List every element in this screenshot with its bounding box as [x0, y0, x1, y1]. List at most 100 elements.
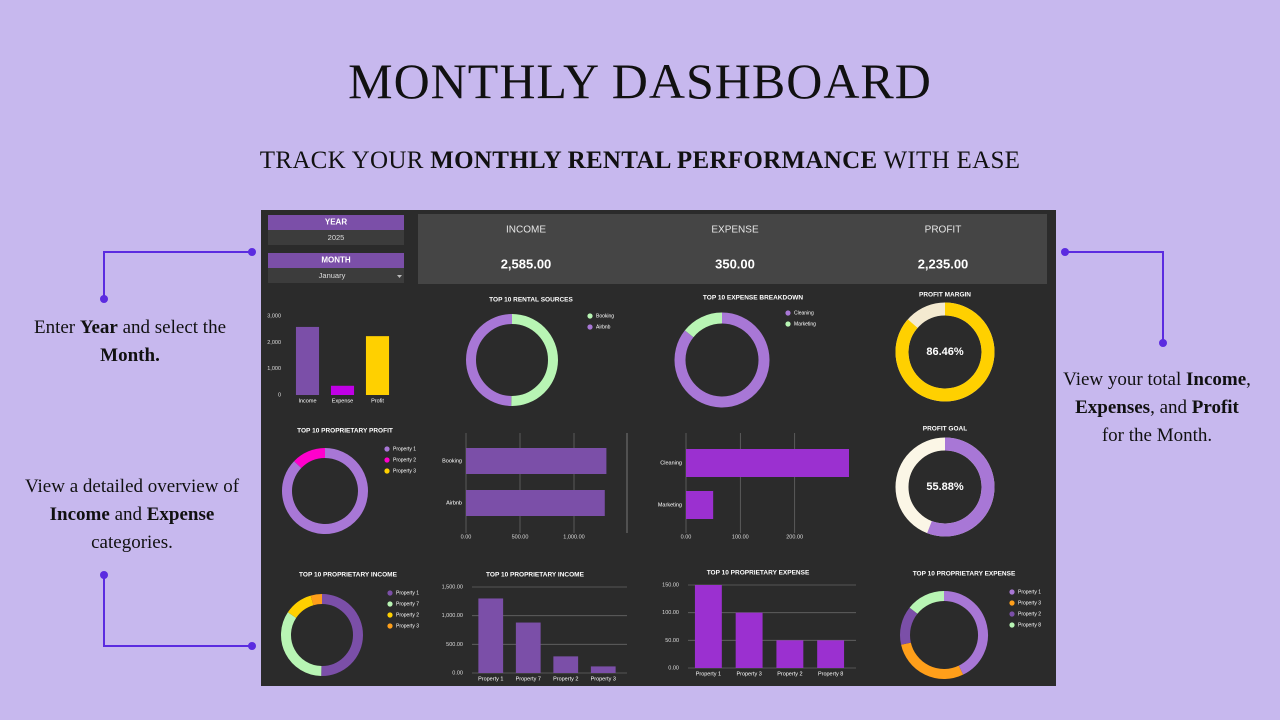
bar	[466, 490, 605, 516]
connector	[103, 251, 252, 299]
legend-swatch	[1009, 600, 1015, 606]
legend-label: Property 3	[1018, 600, 1041, 606]
month-label: MONTH	[321, 256, 351, 265]
gauge-arc	[895, 302, 995, 402]
callout-text: categories.	[91, 532, 173, 553]
callout-emphasis: Expense	[146, 504, 215, 525]
donut-segment	[281, 612, 322, 676]
page-title: MONTHLY DASHBOARD	[348, 53, 932, 109]
callout-totals: View your total Income, Expenses, and Pr…	[1062, 366, 1252, 450]
x-tick-label: Property 2	[777, 671, 802, 677]
kpi-label: INCOME	[506, 225, 546, 236]
gauge-label: 55.88%	[926, 481, 964, 493]
legend-swatch	[587, 324, 593, 330]
donut-segment	[321, 594, 363, 676]
legend-label: Property 2	[396, 612, 419, 618]
kpi-value: 2,585.00	[501, 256, 552, 271]
donut-segment	[287, 595, 314, 619]
legend-swatch	[1009, 611, 1015, 617]
chart-title: TOP 10 RENTAL SOURCES	[489, 297, 573, 304]
callout-emphasis: Profit	[1191, 397, 1239, 418]
x-tick-label: Expense	[332, 398, 353, 404]
donut-segment	[511, 314, 558, 406]
bar	[295, 326, 320, 395]
callout-text: and	[109, 504, 147, 525]
legend-swatch	[384, 446, 390, 452]
donut-segment	[310, 594, 323, 606]
y-tick-label: 150.00	[662, 582, 679, 588]
gauge-arc	[927, 437, 995, 537]
legend-swatch	[387, 612, 393, 618]
bar	[553, 656, 579, 673]
dropdown-arrow	[397, 275, 402, 278]
subtitle-part: WITH EASE	[877, 147, 1021, 174]
legend-swatch	[1009, 589, 1015, 595]
chart-title: PROFIT MARGIN	[919, 292, 971, 299]
x-tick-label: Property 1	[696, 671, 721, 677]
donut-segment	[294, 448, 326, 469]
chart-title: TOP 10 PROPRIETARY EXPENSE	[913, 571, 1016, 578]
callout-emphasis: Income	[1185, 369, 1247, 390]
y-tick-label: 1,000	[267, 366, 281, 372]
callout-text: ,	[1246, 369, 1251, 390]
y-tick-label: 0.00	[668, 665, 679, 671]
bar	[330, 385, 355, 395]
chart-title: TOP 10 PROPRIETARY INCOME	[486, 572, 585, 579]
kpi-label: EXPENSE	[711, 225, 759, 236]
bar	[694, 585, 722, 668]
dot	[1159, 339, 1167, 347]
callout-text: for the Month.	[1101, 425, 1213, 446]
y-tick-label: 0.00	[452, 670, 463, 676]
x-tick-label: Property 7	[516, 676, 541, 682]
x-tick-label: 0.00	[681, 534, 692, 540]
x-tick-label: Property 3	[591, 676, 616, 682]
legend-swatch	[384, 457, 390, 463]
legend-label: Marketing	[794, 321, 816, 327]
callout-emphasis: Expenses	[1075, 397, 1151, 418]
donut-segment	[282, 448, 368, 534]
y-tick-label: 0	[278, 392, 281, 398]
dot	[1061, 248, 1069, 256]
kpi-panel	[418, 214, 1047, 284]
dot	[100, 295, 108, 303]
connector	[1065, 251, 1164, 343]
y-tick-label: 100.00	[662, 610, 679, 616]
year-value: 2025	[328, 233, 345, 242]
page-subtitle: TRACK YOUR MONTHLY RENTAL PERFORMANCE WI…	[0, 147, 1280, 175]
dot	[248, 248, 256, 256]
callout-text: and select the	[117, 317, 227, 338]
x-tick-label: 1,000.00	[563, 534, 584, 540]
connector-lines	[103, 251, 1164, 647]
month-value: January	[319, 271, 346, 280]
legend-swatch	[785, 321, 791, 327]
y-tick-label: Airbnb	[446, 500, 462, 506]
y-tick-label: Cleaning	[660, 460, 682, 466]
donut-segment	[466, 314, 513, 406]
legend-label: Property 3	[396, 623, 419, 629]
month-header	[268, 253, 404, 268]
kpi-label: PROFIT	[925, 225, 962, 236]
legend-label: Property 8	[1018, 622, 1041, 628]
callout-text: View your total	[1063, 369, 1186, 390]
x-tick-label: Property 8	[818, 671, 843, 677]
callout-controls: Enter Year and select the Month.	[25, 314, 235, 370]
donut-segment	[684, 312, 723, 338]
bar	[735, 612, 763, 668]
bar	[466, 448, 607, 474]
year-field[interactable]	[268, 230, 404, 245]
legend-swatch	[387, 590, 393, 596]
subtitle-emphasis: MONTHLY RENTAL PERFORMANCE	[430, 147, 878, 174]
connector	[103, 575, 252, 647]
callout-text: View a detailed overview of	[24, 476, 240, 497]
dot	[100, 571, 108, 579]
y-tick-label: 50.00	[665, 638, 679, 644]
month-dropdown[interactable]	[268, 268, 404, 283]
subtitle-part: TRACK YOUR	[259, 147, 431, 174]
chart-title: TOP 10 PROPRIETARY EXPENSE	[707, 570, 810, 577]
x-tick-label: 0.00	[461, 534, 472, 540]
legend-label: Property 1	[396, 590, 419, 596]
legend-label: Property 1	[1018, 589, 1041, 595]
chart-title: TOP 10 EXPENSE BREAKDOWN	[703, 295, 803, 302]
bar	[776, 640, 804, 668]
